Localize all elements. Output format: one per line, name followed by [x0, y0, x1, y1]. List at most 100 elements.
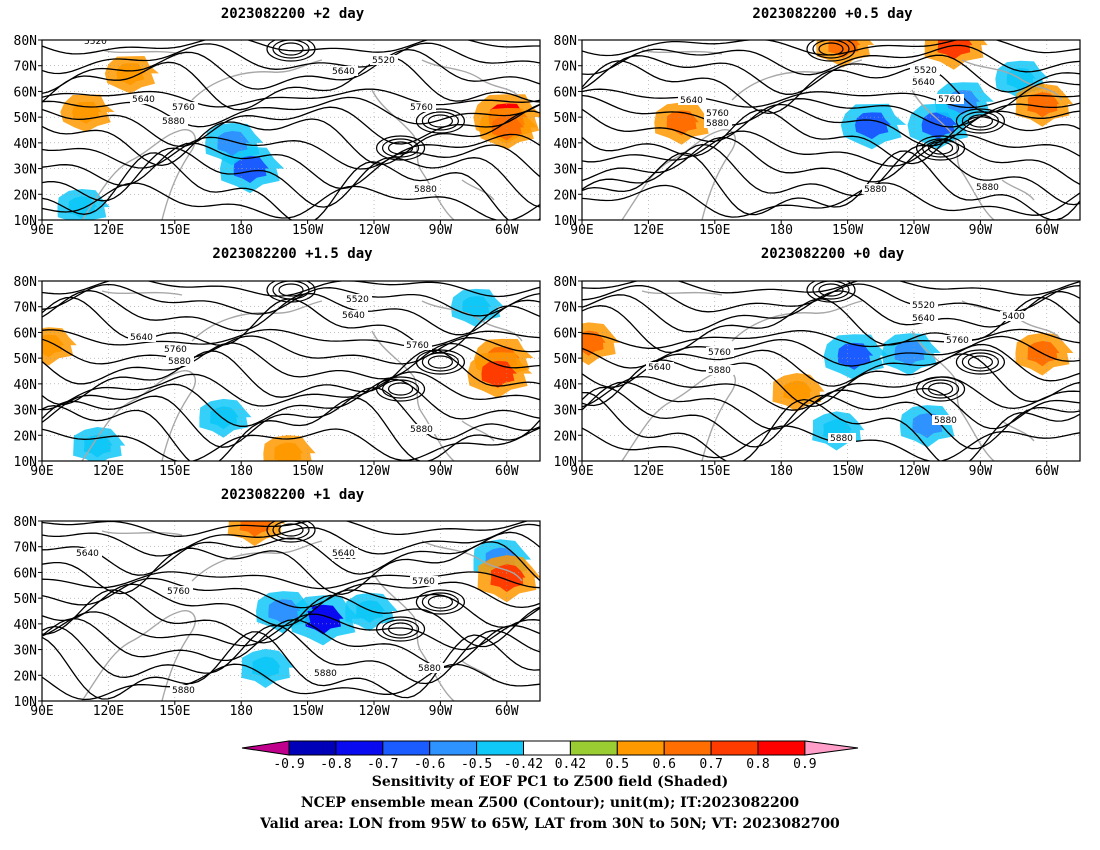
lon-tick-label: 150E — [159, 464, 190, 479]
colorbar-label: -0.8 — [320, 757, 351, 772]
lon-tick-label: 120E — [93, 223, 124, 238]
panel-title-p2: 2023082200 +0.5 day — [752, 6, 913, 22]
map-frame — [41, 520, 541, 702]
lat-tick-label: 70N — [554, 60, 577, 75]
contour-label: 5520 — [914, 66, 937, 76]
colorbar-cell — [710, 740, 759, 756]
lat-tick-label: 80N — [14, 515, 37, 530]
contour-label: 5640 — [648, 363, 671, 373]
lat-tick-label: 30N — [14, 404, 37, 419]
panel-title-p4: 2023082200 +0 day — [760, 246, 905, 262]
contour-label-bg — [162, 344, 190, 354]
lat-tick-label: 70N — [14, 301, 37, 316]
sensitivity-region-core — [490, 564, 526, 592]
contour-label: 5640 — [130, 333, 153, 343]
contour-label: 5880 — [418, 664, 441, 674]
sensitivity-region-core — [783, 380, 812, 404]
contour-label-bg — [678, 95, 706, 105]
z500-contour — [582, 88, 1080, 109]
z500-contour — [42, 583, 540, 628]
closed-contour — [381, 138, 420, 158]
contour-label: 5880 — [314, 669, 337, 679]
contour-label: 5880 — [976, 183, 999, 193]
contour-label: 5640 — [342, 311, 365, 321]
contour-label: 5760 — [946, 336, 969, 346]
sensitivity-region-core — [42, 334, 65, 358]
sensitivity-region-core — [1027, 92, 1060, 118]
coastline — [461, 179, 495, 201]
z500-contour — [582, 375, 1080, 411]
lat-tick-label: 80N — [14, 34, 37, 49]
colorbar-over-arrow — [804, 740, 859, 756]
lat-tick-label: 10N — [14, 695, 37, 710]
z500-contour — [42, 624, 540, 685]
contour-label-bg — [312, 668, 340, 678]
contour-label: 5520 — [912, 301, 935, 311]
lat-tick-label: 20N — [14, 669, 37, 684]
contour-label-bg — [828, 433, 856, 443]
lat-tick-label: 40N — [14, 618, 37, 633]
lon-tick-label: 120W — [358, 704, 389, 719]
contour-label-bg — [340, 310, 368, 320]
z500-contour — [42, 663, 540, 701]
map-plot-area: 5520 5640 5640 5760 5760 5880 5880 80N 70N 60N 50N… — [14, 275, 541, 479]
contour-label-bg — [704, 118, 732, 128]
contour-label: 5880 — [706, 119, 729, 129]
z500-contour — [42, 40, 540, 55]
colorbar-under-arrow — [241, 740, 290, 756]
contour-label: 5760 — [172, 103, 195, 113]
closed-contour — [818, 42, 844, 56]
closed-contour — [955, 349, 1005, 375]
closed-contour — [387, 382, 414, 396]
contour-label-bg — [912, 65, 940, 75]
lat-tick-label: 40N — [554, 137, 577, 152]
lat-tick-label: 80N — [554, 275, 577, 290]
coastline — [191, 59, 323, 101]
lon-tick-label: 120E — [93, 464, 124, 479]
sensitivity-region-core — [894, 341, 927, 367]
z500-contour — [582, 335, 1080, 369]
lat-tick-label: 70N — [14, 60, 37, 75]
closed-contour — [921, 379, 960, 399]
z500-contour — [582, 386, 1080, 450]
lon-tick-label: 90E — [570, 464, 593, 479]
contour-label-bg — [410, 576, 438, 586]
z500-contour — [42, 335, 540, 365]
map-plot-area: 5520 5520 5640 5640 5760 5760 5880 5880 80N 70N 60… — [14, 34, 541, 238]
contour-label-bg — [910, 300, 938, 310]
z500-contour — [42, 387, 540, 448]
contour-label-bg — [704, 108, 732, 118]
colorbar-label: 0.8 — [746, 757, 769, 772]
z500-contour — [42, 521, 530, 537]
lat-tick-label: 20N — [554, 188, 577, 203]
closed-contour — [927, 382, 954, 396]
panel-title-p1: 2023082200 +2 day — [220, 6, 365, 22]
z500-contour — [42, 618, 540, 669]
closed-contour — [415, 108, 465, 134]
contour-label-bg — [416, 663, 444, 673]
sensitivity-region-core — [252, 656, 281, 680]
closed-contour — [421, 352, 459, 372]
contour-label-bg — [646, 362, 674, 372]
lon-tick-label: 120W — [898, 464, 929, 479]
lon-tick-label: 150E — [159, 223, 190, 238]
z500-contour — [582, 353, 1080, 407]
z500-contour — [42, 611, 540, 651]
sensitivity-region-core — [217, 131, 250, 156]
closed-contour — [375, 135, 426, 161]
contour-label-bg — [936, 94, 964, 104]
sensitivity-region-core — [837, 342, 874, 370]
contour-label-bg — [170, 685, 198, 695]
contour-label-bg — [706, 365, 734, 375]
contour-label: 5640 — [76, 549, 99, 559]
closed-contour — [375, 616, 426, 642]
sensitivity-region-core — [582, 330, 606, 356]
sensitivity-region-core — [462, 296, 492, 319]
lon-tick-label: 90W — [969, 464, 993, 479]
contour-label: 5520 — [372, 56, 395, 66]
coastline — [81, 610, 196, 701]
z500-contour — [582, 290, 1080, 333]
z500-contour — [42, 571, 540, 590]
contour-label-bg — [82, 40, 110, 46]
lat-tick-label: 80N — [14, 275, 37, 290]
